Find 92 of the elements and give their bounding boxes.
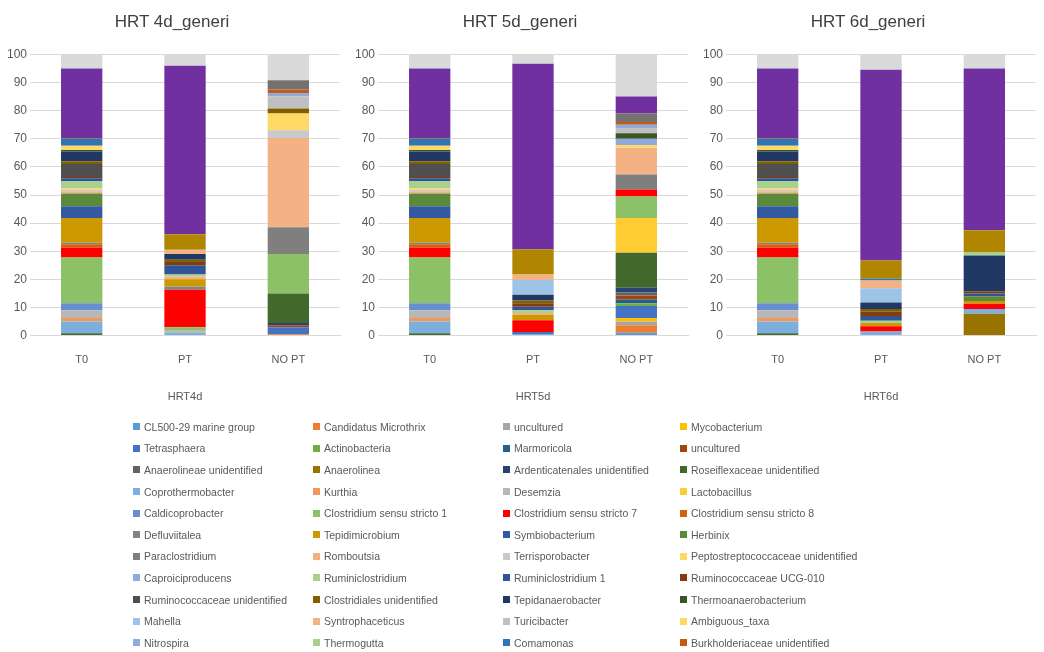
y-tick-label: 100 bbox=[702, 46, 724, 61]
legend-label: Turicibacter bbox=[514, 615, 569, 628]
y-tick-label: 100 bbox=[354, 46, 376, 61]
legend-label: Caproiciproducens bbox=[144, 571, 232, 584]
legend-label: Peptostreptococcaceae unidentified bbox=[691, 550, 858, 563]
legend-label: uncultured bbox=[514, 420, 564, 433]
legend-label: Ruminococcaceae UCG-010 bbox=[691, 571, 825, 584]
legend-label: Thermogutta bbox=[324, 636, 384, 649]
legend-label: Lactobacillus bbox=[691, 485, 752, 498]
x-tick-label: T0 bbox=[771, 353, 785, 366]
legend-label: Ambiguous_taxa bbox=[691, 615, 770, 628]
chart-title: HRT 4d_generi bbox=[114, 11, 230, 31]
legend-label: Actinobacteria bbox=[324, 442, 391, 455]
legend-label: Nitrospira bbox=[144, 636, 189, 649]
legend-label: Anaerolinea bbox=[324, 463, 381, 476]
legend-label: Defluviitalea bbox=[144, 528, 202, 541]
x-axis-title: HRT4d bbox=[167, 390, 203, 403]
legend-label: Mahella bbox=[144, 615, 181, 628]
y-tick-label: 30 bbox=[361, 243, 376, 258]
legend-label: Desemzia bbox=[514, 485, 561, 498]
legend-label: Coprothermobacter bbox=[144, 485, 235, 498]
y-tick-label: 80 bbox=[709, 102, 724, 117]
legend-label: Marmoricola bbox=[514, 442, 572, 455]
y-tick-label: 90 bbox=[709, 74, 724, 89]
y-tick-label: 80 bbox=[13, 102, 28, 117]
legend-label: Symbiobacterium bbox=[514, 528, 596, 541]
y-tick-label: 40 bbox=[361, 215, 376, 230]
legend-label: Anaerolineae unidentified bbox=[144, 463, 263, 476]
y-tick-label: 50 bbox=[709, 187, 724, 202]
y-tick-label: 70 bbox=[13, 131, 28, 146]
legend-label: Ruminiclostridium bbox=[324, 571, 407, 584]
legend-label: Clostridium sensu stricto 1 bbox=[324, 507, 448, 520]
legend-label: Ardenticatenales unidentified bbox=[514, 463, 649, 476]
y-tick-label: 70 bbox=[361, 131, 376, 146]
y-tick-label: 90 bbox=[361, 74, 376, 89]
legend-label: Tetrasphaera bbox=[144, 442, 206, 455]
legend-label: Herbinix bbox=[691, 528, 730, 541]
y-tick-label: 60 bbox=[709, 159, 724, 174]
x-tick-label: PT bbox=[177, 353, 193, 366]
y-tick-label: 0 bbox=[20, 327, 28, 342]
legend-label: Kurthia bbox=[324, 485, 358, 498]
x-tick-label: T0 bbox=[423, 353, 437, 366]
y-tick-label: 20 bbox=[709, 271, 724, 286]
legend-label: Paraclostridium bbox=[144, 550, 217, 563]
legend-label: Mycobacterium bbox=[691, 420, 763, 433]
legend-label: Tepidimicrobium bbox=[324, 528, 400, 541]
legend-label: Syntrophaceticus bbox=[324, 615, 405, 628]
y-tick-label: 20 bbox=[13, 271, 28, 286]
x-tick-label: T0 bbox=[75, 353, 89, 366]
x-axis-title: HRT6d bbox=[863, 390, 899, 403]
legend-label: Terrisporobacter bbox=[514, 550, 590, 563]
y-tick-label: 10 bbox=[709, 299, 724, 314]
y-tick-label: 100 bbox=[6, 46, 28, 61]
legend-label: Tepidanaerobacter bbox=[514, 593, 601, 606]
y-tick-label: 60 bbox=[13, 159, 28, 174]
legend-label: uncultured bbox=[691, 442, 741, 455]
y-tick-label: 20 bbox=[361, 271, 376, 286]
y-tick-label: 10 bbox=[13, 299, 28, 314]
y-tick-label: 40 bbox=[709, 215, 724, 230]
y-tick-label: 30 bbox=[709, 243, 724, 258]
legend-label: Burkholderiaceae unidentified bbox=[691, 636, 830, 649]
y-tick-label: 60 bbox=[361, 159, 376, 174]
y-tick-label: 30 bbox=[13, 243, 28, 258]
y-tick-label: 90 bbox=[13, 74, 28, 89]
legend-label: Caldicoprobacter bbox=[144, 507, 224, 520]
legend-label: Thermoanaerobacterium bbox=[691, 593, 806, 606]
x-axis-title: HRT5d bbox=[515, 390, 551, 403]
x-tick-label: NO PT bbox=[619, 353, 654, 366]
legend-label: Comamonas bbox=[514, 636, 574, 649]
y-tick-label: 0 bbox=[368, 327, 376, 342]
y-tick-label: 50 bbox=[361, 187, 376, 202]
y-tick-label: 80 bbox=[361, 102, 376, 117]
legend-label: Clostridium sensu stricto 7 bbox=[514, 507, 638, 520]
x-tick-label: PT bbox=[873, 353, 889, 366]
legend-label: Romboutsia bbox=[324, 550, 381, 563]
legend-label: Clostridium sensu stricto 8 bbox=[691, 507, 815, 520]
chart-title: HRT 5d_generi bbox=[462, 11, 578, 31]
chart-title: HRT 6d_generi bbox=[810, 11, 926, 31]
legend-label: CL500-29 marine group bbox=[144, 420, 255, 433]
x-tick-label: NO PT bbox=[271, 353, 306, 366]
y-tick-label: 0 bbox=[716, 327, 724, 342]
y-tick-label: 40 bbox=[13, 215, 28, 230]
legend-label: Candidatus Microthrix bbox=[324, 420, 426, 433]
y-tick-label: 50 bbox=[13, 187, 28, 202]
legend-label: Ruminococcaceae unidentified bbox=[144, 593, 288, 606]
legend-label: Clostridiales unidentified bbox=[324, 593, 438, 606]
y-tick-label: 70 bbox=[709, 131, 724, 146]
legend-label: Roseiflexaceae unidentified bbox=[691, 463, 820, 476]
legend-label: Ruminiclostridium 1 bbox=[514, 571, 606, 584]
x-tick-label: PT bbox=[525, 353, 541, 366]
y-tick-label: 10 bbox=[361, 299, 376, 314]
x-tick-label: NO PT bbox=[967, 353, 1002, 366]
